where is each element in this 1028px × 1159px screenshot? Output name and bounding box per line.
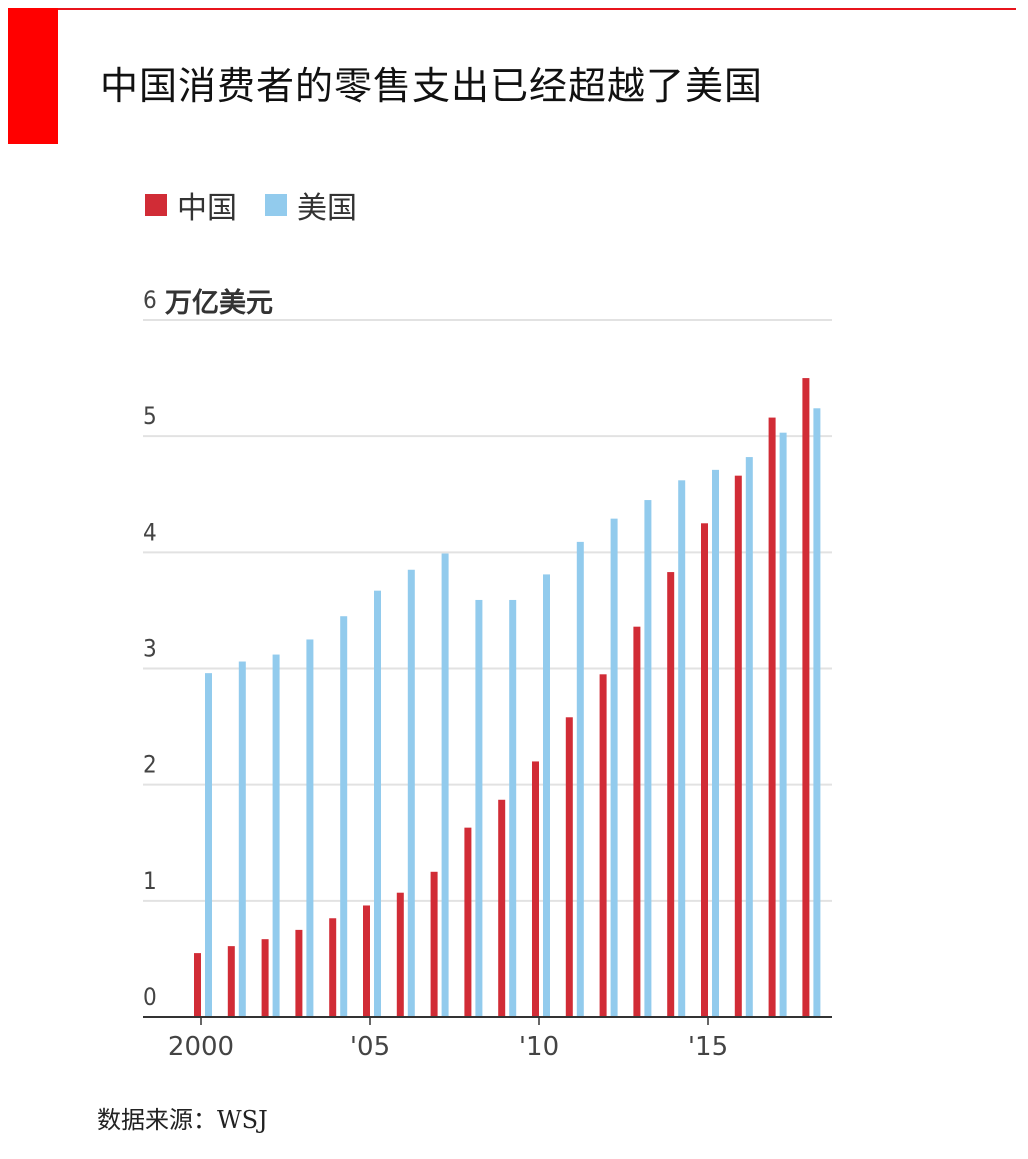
legend-swatch-china [145, 194, 167, 216]
bar-us [779, 432, 787, 1018]
bar-china [734, 475, 742, 1017]
x-tick-label: '15 [688, 1032, 728, 1062]
x-tick-label: '10 [519, 1032, 559, 1062]
bar-china [329, 918, 337, 1017]
legend: 中国 美国 [145, 183, 385, 227]
bar-china [498, 799, 506, 1017]
bar-china [633, 626, 641, 1017]
x-tick-label: '05 [350, 1032, 390, 1062]
y-tick-label: 3 [143, 635, 157, 663]
bar-us [374, 590, 381, 1017]
bar-us [238, 661, 246, 1017]
bar-china [667, 572, 675, 1017]
chart-title: 中国消费者的零售支出已经超越了美国 [100, 64, 764, 108]
bar-us [745, 457, 753, 1017]
red-accent-block [8, 8, 58, 144]
bar-china [565, 717, 573, 1017]
bar-us [543, 574, 550, 1017]
bar-china [227, 946, 235, 1017]
bar-us [644, 500, 652, 1017]
bar-china [363, 905, 370, 1017]
bar-us [272, 654, 280, 1017]
legend-swatch-us [265, 194, 287, 216]
y-tick-label: 1 [143, 867, 157, 895]
legend-label-us: 美国 [297, 191, 357, 226]
y-axis-unit-label: 万亿美元 [165, 287, 273, 319]
bar-china [430, 871, 438, 1017]
bar-us [813, 408, 821, 1018]
bar-us [306, 639, 314, 1017]
bar-us [475, 599, 483, 1017]
bar-china [599, 674, 607, 1017]
bar-china [768, 417, 776, 1018]
bar-us [441, 553, 449, 1017]
bar-china [464, 827, 472, 1017]
bar-china [194, 953, 201, 1017]
bar-us [712, 469, 719, 1018]
bar-china [261, 939, 269, 1017]
bar-china [701, 523, 708, 1017]
bar-us [509, 599, 517, 1017]
bar-china [802, 378, 810, 1017]
legend-label-china: 中国 [177, 191, 237, 226]
top-rule [8, 8, 1016, 10]
bar-us [205, 673, 212, 1017]
bar-us [678, 480, 686, 1017]
bar-china [295, 929, 303, 1017]
y-tick-label: 0 [143, 983, 157, 1011]
y-tick-label: 2 [143, 751, 157, 779]
y-tick-label: 6 [143, 286, 157, 314]
bar-us [576, 541, 584, 1017]
bar-us [610, 518, 618, 1017]
source-note: 数据来源：WSJ [97, 1106, 268, 1134]
bar-china [532, 761, 539, 1017]
bar-us [340, 616, 348, 1017]
bar-china [396, 892, 404, 1017]
x-tick-label: 2000 [168, 1032, 234, 1062]
bar-us [407, 569, 415, 1017]
y-tick-label: 4 [143, 518, 157, 546]
y-tick-label: 5 [143, 402, 157, 430]
